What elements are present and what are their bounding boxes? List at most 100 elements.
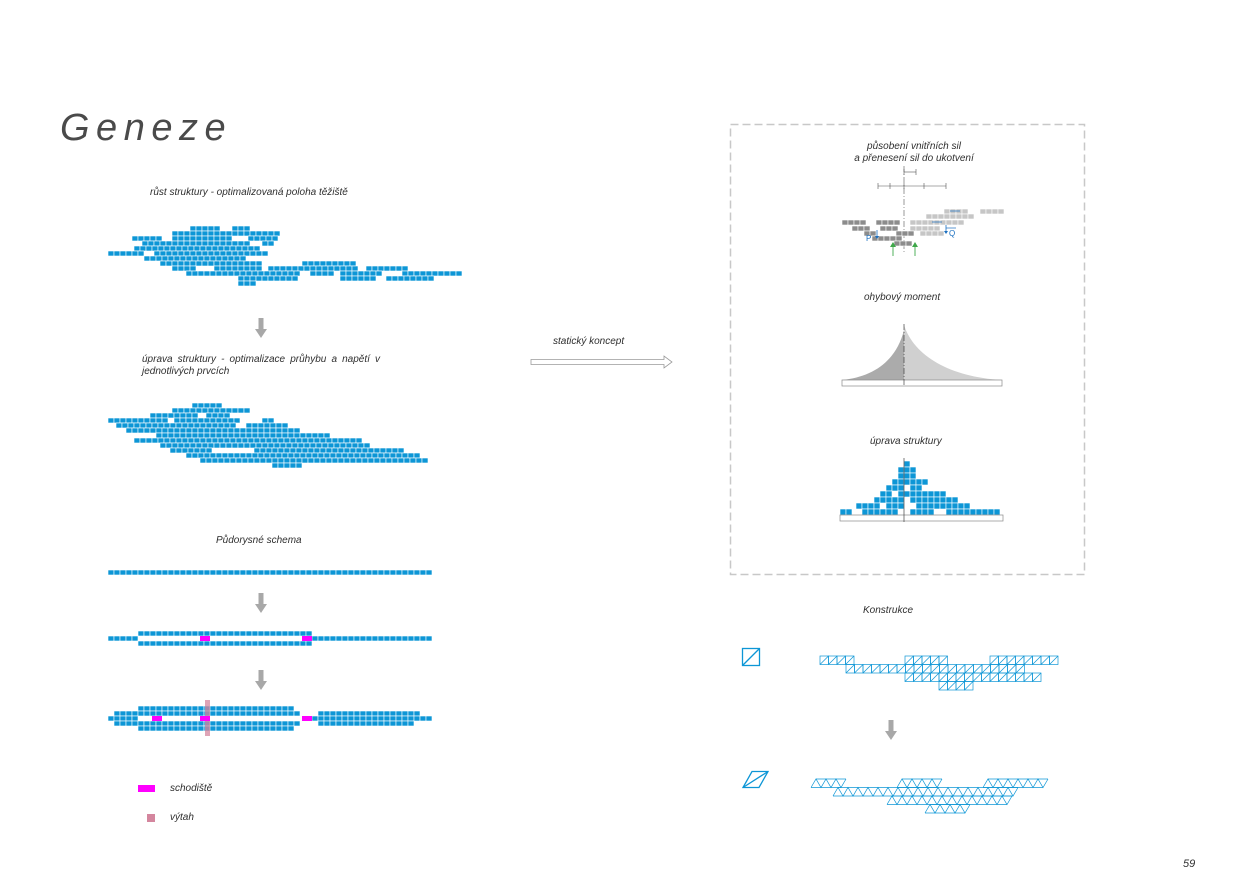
plan-module [173, 640, 181, 647]
plan-module [209, 720, 217, 727]
structure-module [401, 452, 409, 459]
structure-module [951, 508, 959, 516]
structure-module [195, 260, 203, 267]
structure-module [163, 422, 171, 429]
force-module-light [949, 213, 957, 220]
force-module-light [991, 208, 999, 215]
structure-module [237, 442, 245, 449]
plan-module [209, 710, 217, 717]
structure-module [181, 245, 189, 252]
structure-module [287, 452, 295, 459]
structure-module [187, 437, 195, 444]
structure-module [301, 437, 309, 444]
structure-module [261, 240, 269, 247]
structure-module [149, 235, 157, 242]
force-module-light [949, 208, 957, 215]
structure-module [339, 275, 347, 282]
plan-module [395, 635, 403, 642]
structure-module [309, 265, 317, 272]
structure-module [107, 250, 115, 257]
plan-module [293, 640, 301, 647]
force-module-light [933, 225, 941, 232]
structure-module [155, 235, 163, 242]
structure-module [897, 484, 905, 492]
plan-module [119, 715, 127, 722]
structure-module [249, 250, 257, 257]
plan-module [335, 635, 343, 642]
plan-module [407, 710, 415, 717]
plan-module [341, 569, 349, 576]
structure-module [343, 260, 351, 267]
plan-module [299, 569, 307, 576]
structure-module [251, 422, 259, 429]
down-arrow-shaft [888, 720, 894, 731]
structure-module [125, 427, 133, 434]
plan-module [257, 569, 265, 576]
structure-module [957, 508, 965, 516]
structure-module [221, 452, 229, 459]
triangular-module-icon [741, 770, 770, 789]
structure-module [885, 490, 893, 498]
truss-diagonal [947, 672, 957, 682]
structure-module [915, 490, 923, 498]
truss-diagonal [1049, 655, 1059, 665]
structure-module [197, 402, 205, 409]
structure-module [257, 422, 265, 429]
structure-module [319, 457, 327, 464]
structure-module [145, 437, 153, 444]
structure-module [203, 452, 211, 459]
structure-module [295, 462, 303, 469]
structure-module [331, 437, 339, 444]
structure-module [969, 508, 977, 516]
structure-module [289, 462, 297, 469]
plan-module [167, 720, 175, 727]
plan-module [221, 569, 229, 576]
force-module-dark [857, 225, 865, 232]
structure-module [403, 457, 411, 464]
structure-module [933, 502, 941, 510]
plan-module [251, 720, 259, 727]
structure-module [299, 432, 307, 439]
structure-module [213, 230, 221, 237]
plan-module [227, 630, 235, 637]
plan-module [179, 710, 187, 717]
structure-module [237, 260, 245, 267]
structure-module [909, 484, 917, 492]
structure-module [325, 447, 333, 454]
structure-module [223, 245, 231, 252]
structure-module [215, 452, 223, 459]
plan-module [275, 720, 283, 727]
truss-web [886, 795, 1013, 806]
plan-module [287, 569, 295, 576]
plan-module [287, 640, 295, 647]
structure-module [153, 240, 161, 247]
plan-module [329, 710, 337, 717]
structure-module [311, 452, 319, 459]
plan-module [377, 720, 385, 727]
structure-module [891, 484, 899, 492]
plan-module [359, 635, 367, 642]
structure-module [209, 255, 217, 262]
structure-module [227, 452, 235, 459]
structure-module [241, 457, 249, 464]
force-module-light [921, 225, 929, 232]
structure-module [237, 225, 245, 232]
plan-module [185, 630, 193, 637]
plan-module [203, 630, 211, 637]
truss-diagonal [854, 664, 864, 674]
structure-module [257, 427, 265, 434]
structure-module [197, 255, 205, 262]
structure-module [307, 447, 315, 454]
plan-module [269, 720, 277, 727]
plan-module [113, 720, 121, 727]
force-module-light [945, 219, 953, 226]
structure-module [357, 442, 365, 449]
plan-module [287, 725, 295, 732]
structure-module [879, 508, 887, 516]
plan-module [167, 725, 175, 732]
structure-module [195, 225, 203, 232]
plan-module [215, 640, 223, 647]
structure-module [203, 270, 211, 277]
structure-module [273, 230, 281, 237]
plan-module [401, 635, 409, 642]
